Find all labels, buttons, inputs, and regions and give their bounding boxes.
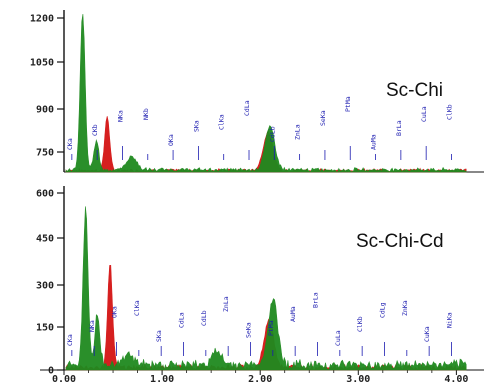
peak-label-top: ZnLa [294, 124, 302, 140]
peak-label-top: CdLa [243, 100, 251, 116]
peak-label-top: CKb [91, 124, 99, 136]
peak-label-bottom: ClKb [356, 316, 364, 332]
peak-label-bottom: PtMa [267, 320, 275, 336]
panel-title-top: Sc-Chi [386, 80, 443, 101]
y-tick-label-top: 900 [36, 105, 54, 116]
peak-label-top: CdLb [268, 126, 276, 142]
y-tick-label-top: 1050 [30, 58, 54, 69]
x-tick-label: 2.00 [248, 374, 272, 385]
peak-label-bottom: NKa [88, 320, 96, 332]
peak-label-top: ClKa [218, 114, 226, 130]
peak-label-bottom: CdLa [178, 312, 186, 328]
peak-label-bottom: CdLg [378, 302, 386, 318]
peak-label-top: NKb [142, 108, 150, 120]
y-tick-label-bottom: 600 [36, 189, 54, 200]
peak-label-top: CKa [66, 138, 74, 150]
x-tick-label: 1.00 [150, 374, 174, 385]
peak-label-layer: CKa CKb NKa NKb OKa SKa ClKa CdLa CdLb ZnLa SeKa Pt… [66, 96, 453, 356]
spectrum-layer [65, 13, 467, 371]
x-tick-label: 4.00 [444, 374, 468, 385]
peak-label-top: SeKa [319, 110, 327, 126]
peak-label-bottom: CuLa [334, 330, 342, 346]
x-tick-label: 3.00 [346, 374, 370, 385]
peak-label-bottom: CuKa [423, 326, 431, 342]
peak-label-top: BrLa [395, 120, 403, 136]
x-tick-label: 0.00 [52, 374, 76, 385]
y-tick-label-bottom: 0 [48, 366, 54, 377]
peak-label-top: ClKb [445, 104, 453, 120]
peak-label-bottom: BrLa [311, 292, 319, 308]
peak-label-bottom: SeKa [244, 322, 252, 338]
peak-label-bottom: AuMa [289, 306, 297, 322]
peak-label-bottom: ZnLa [222, 296, 230, 312]
y-tick-label-bottom: 300 [36, 281, 54, 292]
y-tick-label-top: 750 [36, 148, 54, 159]
peak-label-bottom: CKa [66, 334, 74, 346]
peak-label-bottom: CdLb [200, 310, 208, 326]
y-tick-label-top: 1200 [30, 14, 54, 25]
peak-label-top: PtMa [344, 96, 352, 112]
green-spectrum-bottom [65, 206, 467, 371]
y-tick-label-bottom: 150 [36, 323, 54, 334]
peak-label-bottom: ZnKa [401, 300, 409, 316]
peak-label-bottom: ClKa [133, 300, 141, 316]
green-spectrum-top [65, 13, 467, 173]
peak-label-top: SKa [192, 120, 200, 132]
y-tick-label-bottom: 450 [36, 234, 54, 245]
peak-label-top: AuMa [370, 134, 378, 150]
peak-label-top: CuLa [420, 106, 428, 122]
peak-label-bottom: OKa [111, 306, 119, 318]
peak-label-bottom: NiKa [445, 312, 453, 328]
peak-label-bottom: SKa [155, 330, 163, 342]
peak-label-top: NKa [116, 110, 124, 122]
panel-title-bottom: Sc-Chi-Cd [356, 231, 444, 252]
peak-label-top: OKa [167, 134, 175, 146]
